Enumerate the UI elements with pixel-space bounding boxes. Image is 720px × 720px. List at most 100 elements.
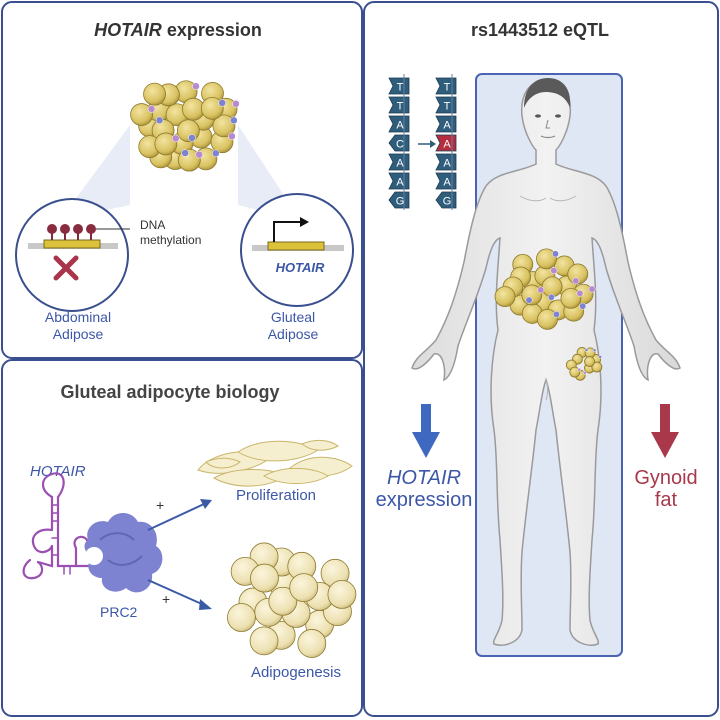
adipocyte-cell <box>143 82 166 106</box>
adipocyte-cell <box>212 114 236 138</box>
gene-box-abdominal <box>43 239 101 249</box>
rna-hairpin-icon <box>22 472 98 580</box>
adipocyte-cell <box>591 361 603 373</box>
nucleotide-box <box>435 153 457 171</box>
adipocyte-cell <box>536 248 557 270</box>
nucleotide-letter: A <box>443 158 451 170</box>
stromal-cell <box>547 293 555 301</box>
plus-sign-1: + <box>156 497 164 513</box>
variant-nucleotide-box <box>435 134 457 152</box>
nucleotide-box <box>435 172 457 190</box>
adipocyte-cell <box>249 626 279 656</box>
proliferating-cells-icon <box>197 439 353 487</box>
adipocyte-cell <box>567 263 589 285</box>
adipocyte-cluster-icon <box>130 80 240 172</box>
panel-expression-title: HOTAIR expression <box>94 20 262 40</box>
gluteal-fat-cluster-icon <box>565 347 603 381</box>
stromal-cell <box>171 134 180 143</box>
stromal-cell <box>592 348 597 353</box>
stromal-cell <box>552 250 559 258</box>
stromal-cell <box>572 277 580 285</box>
human-body-icon <box>411 78 681 646</box>
adipocyte-cell <box>584 356 595 367</box>
gluteal-label-1: Gluteal <box>271 309 315 325</box>
adipocyte-cell <box>560 287 582 309</box>
title-gene: HOTAIR <box>94 20 162 40</box>
adipocyte-cell <box>537 308 558 330</box>
nucleotide-letter: A <box>396 120 404 132</box>
abdominal-circle <box>15 198 129 312</box>
adipocyte-cell <box>154 132 178 156</box>
stromal-cell <box>584 348 589 352</box>
adipocyte-cell <box>130 103 153 126</box>
nucleotide-letter: T <box>444 82 451 94</box>
cross-mark-icon <box>53 255 79 281</box>
methylation-label-2: methylation <box>140 233 201 247</box>
adipocyte-cell <box>327 580 357 609</box>
stromal-cell <box>588 285 596 293</box>
stromal-cell <box>598 355 602 359</box>
title-rest: expression <box>162 20 262 40</box>
stromal-cell <box>230 116 238 125</box>
effect-1-line-2: expression <box>376 489 473 511</box>
effect-2-line-2: fat <box>655 489 678 511</box>
panel-biology-title: Gluteal adipocyte biology <box>60 382 279 402</box>
abdominal-label-2: Adipose <box>53 326 104 342</box>
stromal-cell <box>188 134 196 142</box>
nucleotide-box <box>435 96 457 114</box>
stromal-cell <box>212 149 220 158</box>
adipocyte-cell <box>297 629 327 658</box>
nucleotide-box <box>435 77 457 95</box>
nucleotide-letter: A <box>443 139 451 151</box>
stromal-cell <box>550 267 558 275</box>
adipocyte-cell <box>289 573 319 603</box>
down-arrow-red <box>651 404 679 458</box>
adipocyte-cell <box>494 286 516 308</box>
gluteal-gene-label: HOTAIR <box>276 260 325 275</box>
effect-1-line-1: HOTAIR <box>387 467 461 489</box>
stromal-cell <box>525 296 533 304</box>
effect-2-line-1: Gynoid <box>634 467 697 489</box>
nucleotide-box <box>435 115 457 133</box>
adipocyte-cell <box>227 603 256 632</box>
adipocyte-cell <box>541 276 563 298</box>
nucleotide-letter: T <box>397 82 404 94</box>
transcription-arrow-icon <box>273 217 309 242</box>
nucleotide-letter: T <box>444 101 451 113</box>
gene-box-gluteal <box>267 241 325 251</box>
methylation-label-1: DNA <box>140 218 165 232</box>
biology-gene-label: HOTAIR <box>30 463 86 480</box>
adipocyte-cell <box>569 366 581 378</box>
nucleotide-letter: A <box>396 177 404 189</box>
proliferation-label: Proliferation <box>236 487 316 504</box>
stromal-cell <box>577 367 582 372</box>
arrow-adipogenesis <box>147 579 212 610</box>
variant-arrow <box>418 140 436 148</box>
stromal-cell <box>553 310 560 318</box>
projection-left <box>60 125 130 220</box>
nucleotide-box <box>435 191 457 209</box>
adipocyte-cell <box>250 563 279 593</box>
prc2-label: PRC2 <box>100 604 138 620</box>
adipocyte-cell <box>268 586 298 616</box>
stromal-cell <box>537 286 545 294</box>
stromal-cell <box>181 149 189 157</box>
nucleotide-letter: A <box>396 158 404 170</box>
nucleotide-letter: G <box>396 196 405 208</box>
abdominal-fat-cluster-icon <box>494 248 596 330</box>
stromal-cell <box>576 289 584 297</box>
arrow-proliferation <box>147 499 212 531</box>
stromal-cell <box>232 100 240 108</box>
nucleotide-letter: A <box>443 177 451 189</box>
adipocyte-cell <box>200 96 224 120</box>
methylation-marks <box>47 224 96 240</box>
adipogenesis-cluster-icon <box>227 542 357 658</box>
nucleotide-letter: C <box>396 139 404 151</box>
nucleotide-letter: A <box>443 120 451 132</box>
adipogenesis-label: Adipogenesis <box>251 664 341 681</box>
stromal-cell <box>582 370 587 375</box>
stromal-cell <box>195 150 203 159</box>
stromal-cell <box>218 99 226 107</box>
